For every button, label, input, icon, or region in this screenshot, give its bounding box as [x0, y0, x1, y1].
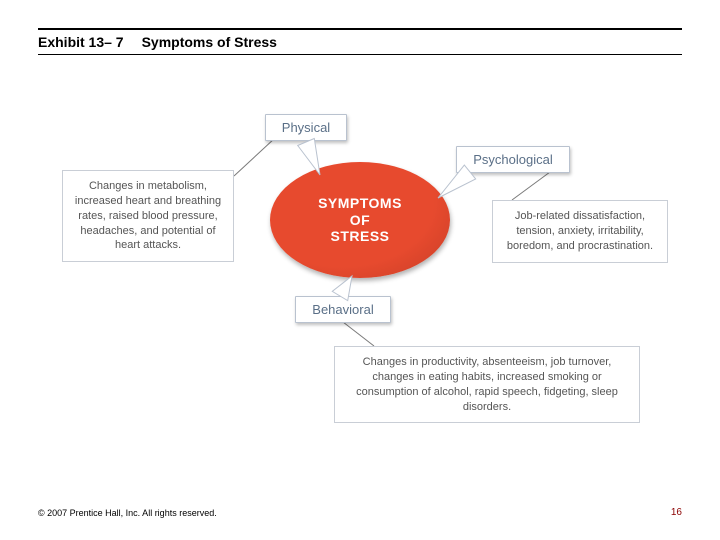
connector-psychological: [512, 172, 550, 200]
desc-psychological: Job-related dissatisfaction, tension, an…: [492, 200, 668, 263]
label-behavioral-text: Behavioral: [312, 302, 373, 317]
desc-physical-text: Changes in metabolism, increased heart a…: [75, 180, 221, 251]
connector-physical: [234, 138, 275, 176]
label-physical-text: Physical: [282, 120, 330, 135]
desc-behavioral: Changes in productivity, absenteeism, jo…: [334, 346, 640, 423]
desc-physical: Changes in metabolism, increased heart a…: [62, 170, 234, 262]
connector-behavioral: [343, 322, 374, 346]
center-text: SYMPTOMS OF STRESS: [318, 195, 402, 245]
desc-behavioral-text: Changes in productivity, absenteeism, jo…: [356, 356, 618, 413]
footer-page-number: 16: [671, 507, 682, 518]
center-line1: SYMPTOMS: [318, 195, 402, 212]
footer-copyright: © 2007 Prentice Hall, Inc. All rights re…: [38, 508, 217, 518]
label-psychological: Psychological: [456, 146, 570, 173]
label-psychological-text: Psychological: [473, 152, 553, 167]
desc-psychological-text: Job-related dissatisfaction, tension, an…: [507, 210, 653, 252]
center-ellipse: SYMPTOMS OF STRESS: [270, 162, 450, 278]
center-line2: OF: [318, 212, 402, 229]
center-line3: STRESS: [318, 228, 402, 245]
label-physical: Physical: [265, 114, 347, 141]
stress-diagram: SYMPTOMS OF STRESS Physical Changes in m…: [0, 0, 720, 540]
label-behavioral: Behavioral: [295, 296, 391, 323]
